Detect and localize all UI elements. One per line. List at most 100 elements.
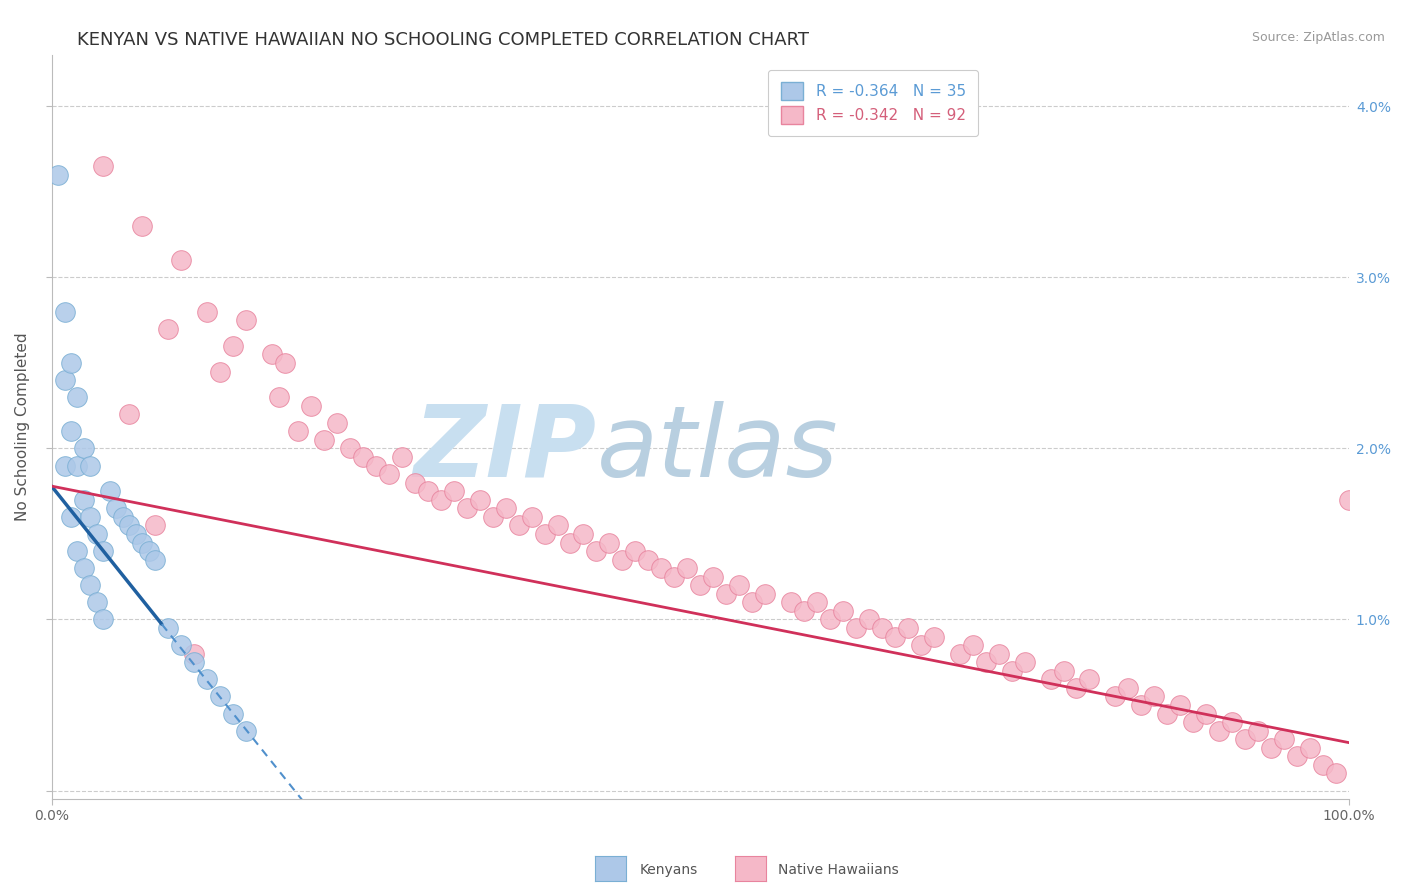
Point [1143,690,1166,704]
Point [1337,492,1360,507]
Point [131,219,153,234]
Point [274,356,297,370]
Point [105,501,128,516]
Point [125,527,148,541]
Point [1104,690,1126,704]
Point [59,356,82,370]
Point [170,638,193,652]
Point [1324,766,1347,780]
Point [66,458,89,473]
Point [262,347,284,361]
Point [664,570,686,584]
Point [131,535,153,549]
Point [741,595,763,609]
Point [66,544,89,558]
Point [222,706,245,721]
Point [845,621,868,635]
Point [326,416,349,430]
Point [922,630,945,644]
Point [209,365,232,379]
Point [547,518,569,533]
Point [1195,706,1218,721]
Point [73,442,96,456]
Point [79,509,101,524]
Point [312,433,335,447]
Point [73,492,96,507]
Point [910,638,932,652]
Point [508,518,530,533]
Y-axis label: No Schooling Completed: No Schooling Completed [15,333,30,522]
Point [1000,664,1022,678]
Point [468,492,491,507]
Point [53,373,76,387]
Point [443,484,465,499]
Point [183,655,205,669]
Text: Native Hawaiians: Native Hawaiians [778,863,898,877]
Point [93,544,115,558]
Point [481,509,503,524]
Point [352,450,374,464]
Point [533,527,555,541]
Point [79,458,101,473]
Point [1052,664,1074,678]
Point [111,509,134,524]
Point [93,159,115,173]
Point [585,544,607,558]
Point [391,450,413,464]
Point [46,168,69,182]
Text: Kenyans: Kenyans [640,863,697,877]
Point [1234,732,1257,747]
Point [572,527,595,541]
Point [728,578,751,592]
Point [793,604,815,618]
Point [949,647,972,661]
Point [806,595,828,609]
Point [598,535,620,549]
Point [1014,655,1036,669]
Point [118,518,141,533]
Point [832,604,855,618]
Point [754,587,776,601]
Point [157,322,180,336]
Point [138,544,160,558]
Point [1272,732,1295,747]
Point [143,552,166,566]
Point [1039,673,1062,687]
Point [637,552,659,566]
Point [98,484,121,499]
Point [456,501,478,516]
Point [962,638,984,652]
Point [624,544,647,558]
Point [612,552,634,566]
Point [1130,698,1153,712]
Point [222,339,245,353]
Point [897,621,920,635]
Point [714,587,737,601]
Point [79,578,101,592]
Point [287,425,309,439]
Point [1168,698,1191,712]
Point [235,313,257,327]
Point [1285,749,1308,764]
Point [404,475,426,490]
Point [53,304,76,318]
Point [1299,740,1322,755]
Point [702,570,724,584]
Point [59,425,82,439]
Point [429,492,451,507]
Point [1182,715,1205,730]
Point [780,595,803,609]
Point [520,509,543,524]
Point [1208,723,1230,738]
Point [1078,673,1101,687]
Point [183,647,205,661]
Point [378,467,401,482]
Point [676,561,699,575]
Point [1066,681,1088,695]
Text: ZIP: ZIP [413,401,596,498]
Point [235,723,257,738]
Point [209,690,232,704]
Point [195,673,218,687]
Point [195,304,218,318]
Point [157,621,180,635]
